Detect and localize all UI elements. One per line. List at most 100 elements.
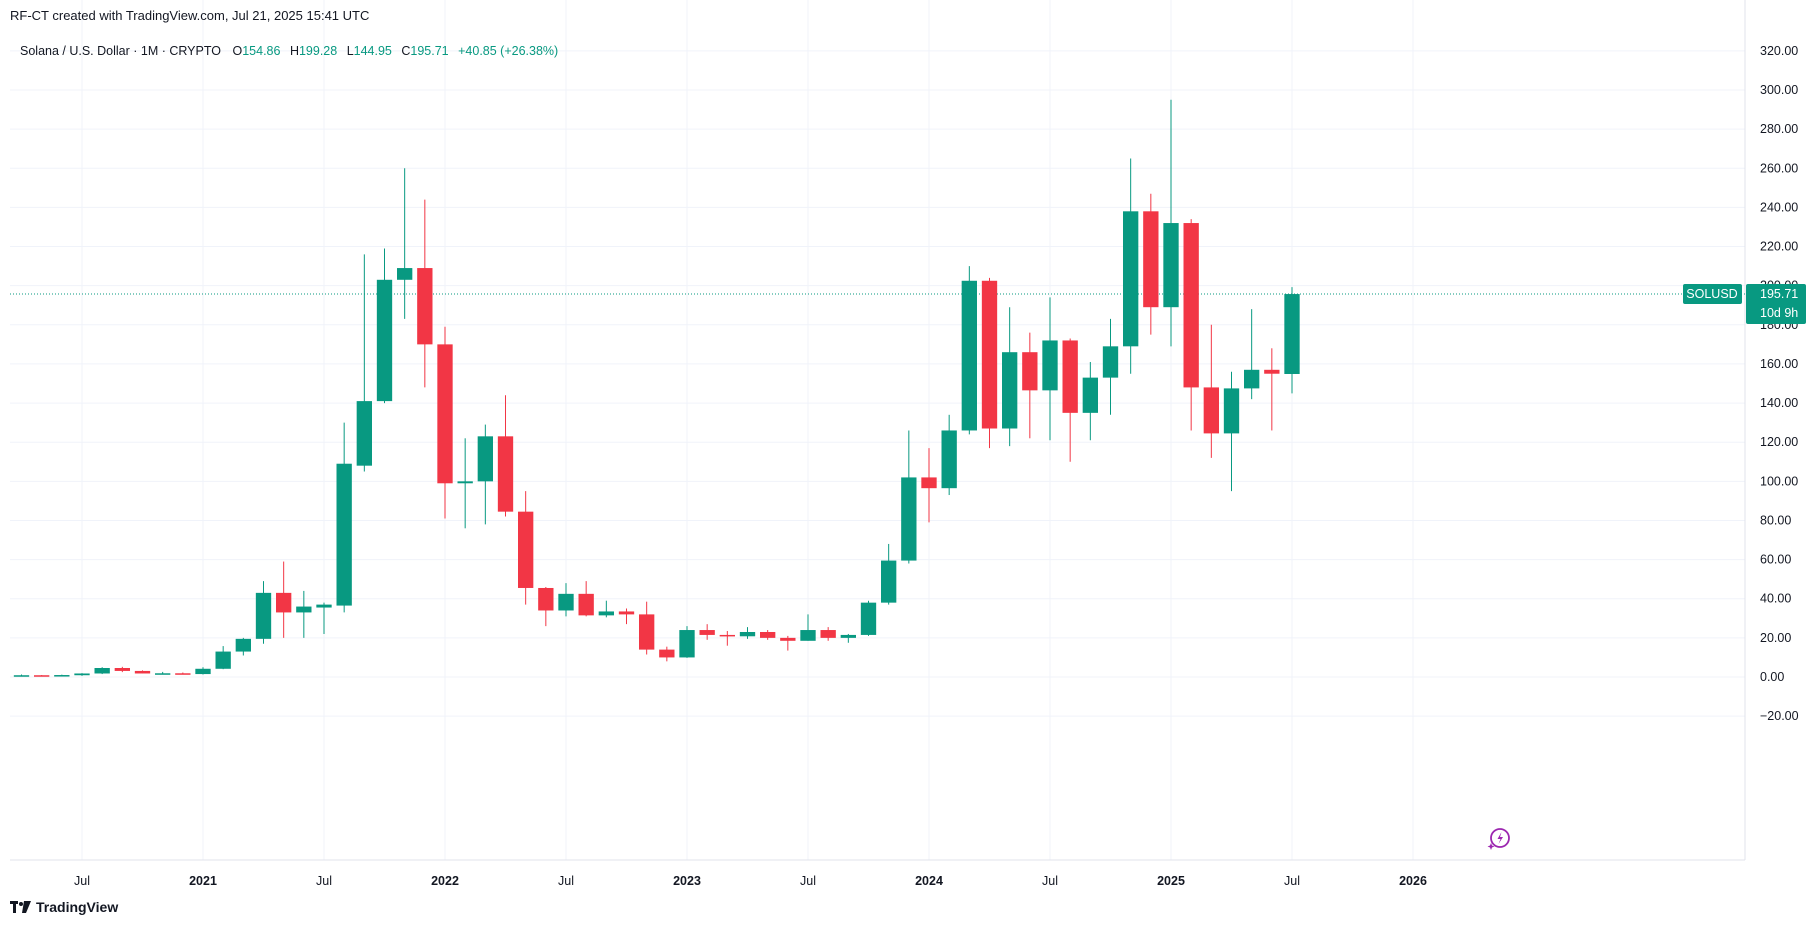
close-value: 195.71 — [410, 44, 449, 58]
candle-body — [114, 667, 130, 671]
candle — [518, 491, 534, 605]
candle-body — [679, 630, 695, 658]
candle — [175, 672, 191, 675]
symbol-price-tag: SOLUSD — [1683, 284, 1742, 305]
y-tick-label: 140.00 — [1760, 396, 1798, 410]
y-tick-label: 0.00 — [1760, 670, 1784, 684]
candle-body — [1163, 223, 1179, 308]
candle — [820, 627, 836, 641]
low-value: 144.95 — [353, 44, 392, 58]
candle-body — [558, 593, 574, 611]
candle — [538, 586, 554, 627]
candle — [437, 326, 453, 519]
candle-body — [1183, 223, 1199, 388]
candle — [1183, 219, 1199, 431]
candle-body — [497, 436, 514, 512]
candle — [155, 671, 171, 675]
candle-body — [840, 634, 856, 638]
candle — [921, 448, 937, 523]
candle — [477, 424, 493, 525]
y-tick-label: 320.00 — [1760, 44, 1798, 58]
candle-body — [336, 463, 352, 606]
candle-body — [215, 651, 231, 669]
candle — [255, 581, 272, 644]
candle — [296, 590, 312, 638]
symbol-tag-background — [1683, 284, 1742, 305]
candle-body — [1002, 352, 1018, 429]
last-price-tag-background — [1746, 284, 1806, 325]
candle — [1022, 332, 1038, 439]
candle — [94, 667, 110, 675]
candle — [679, 626, 695, 658]
candle — [1284, 287, 1300, 394]
candle-body — [820, 630, 836, 638]
candle — [941, 414, 957, 496]
candle — [1102, 318, 1119, 415]
candle-body — [1244, 369, 1260, 389]
candle-body — [235, 638, 251, 652]
candle — [800, 614, 816, 641]
candle-body — [1284, 294, 1300, 374]
candle-body — [538, 587, 554, 611]
candle — [134, 670, 151, 674]
candle-body — [437, 344, 453, 484]
price-axis[interactable]: 320.00300.00280.00260.00240.00220.00180.… — [1760, 44, 1799, 723]
y-tick-label: 260.00 — [1760, 161, 1798, 175]
change-value: +40.85 (+26.38%) — [458, 44, 559, 58]
symbol-description[interactable]: Solana / U.S. Dollar · 1M · CRYPTO — [20, 44, 221, 58]
x-tick-label: 2024 — [915, 874, 943, 888]
candle — [13, 674, 30, 677]
y-tick-label: 220.00 — [1760, 240, 1798, 254]
candle-body — [74, 673, 90, 676]
x-tick-label: Jul — [800, 874, 816, 888]
candle — [1042, 297, 1058, 441]
candle-body — [477, 436, 493, 482]
candle — [195, 667, 211, 675]
time-axis[interactable]: Jul 2021 Jul 2022 Jul 2023 Jul 2024 Jul 2025 Jul 20… — [74, 874, 1427, 888]
candle — [1062, 338, 1078, 462]
candle — [739, 627, 756, 639]
y-tick-label: 120.00 — [1760, 435, 1798, 449]
candle — [760, 630, 776, 640]
flash-icon[interactable] — [1486, 826, 1512, 852]
y-tick-label: 40.00 — [1760, 592, 1791, 606]
x-tick-label: Jul — [1042, 874, 1058, 888]
candle — [639, 601, 655, 655]
candle-body — [155, 673, 171, 675]
candle — [74, 673, 90, 676]
candle — [34, 675, 50, 677]
candle — [457, 438, 473, 529]
candle-body — [1082, 377, 1098, 413]
candle-body — [618, 611, 635, 615]
candle — [860, 600, 877, 636]
candle-body — [1143, 211, 1159, 308]
candles-layer — [13, 99, 1300, 677]
candle — [215, 646, 231, 670]
x-tick-label: Jul — [1284, 874, 1300, 888]
y-tick-label: 60.00 — [1760, 553, 1791, 567]
y-tick-label: 20.00 — [1760, 631, 1791, 645]
candle-body — [1123, 211, 1139, 347]
candle — [578, 581, 594, 617]
candle — [1082, 361, 1098, 441]
candle — [840, 633, 856, 643]
x-tick-label: 2026 — [1399, 874, 1427, 888]
candle-body — [296, 606, 312, 613]
candle-body — [54, 675, 70, 677]
candle — [1143, 193, 1159, 335]
last-price-value: 195.71 — [1760, 287, 1798, 301]
chart-header: RF-CT created with TradingView.com, Jul … — [10, 8, 369, 23]
candle-body — [1022, 352, 1038, 391]
candle — [1002, 307, 1018, 447]
candle-body — [134, 670, 151, 674]
candle-body — [800, 630, 816, 641]
candle — [558, 583, 574, 617]
footer-logo[interactable]: TradingView — [10, 899, 118, 915]
x-tick-label: 2021 — [189, 874, 217, 888]
candle-body — [699, 630, 715, 635]
candle-body — [376, 279, 393, 402]
ohlc-legend[interactable]: Solana / U.S. Dollar · 1M · CRYPTO O154.… — [20, 44, 564, 58]
high-value: 199.28 — [298, 44, 338, 58]
chart-grid — [10, 0, 1745, 860]
